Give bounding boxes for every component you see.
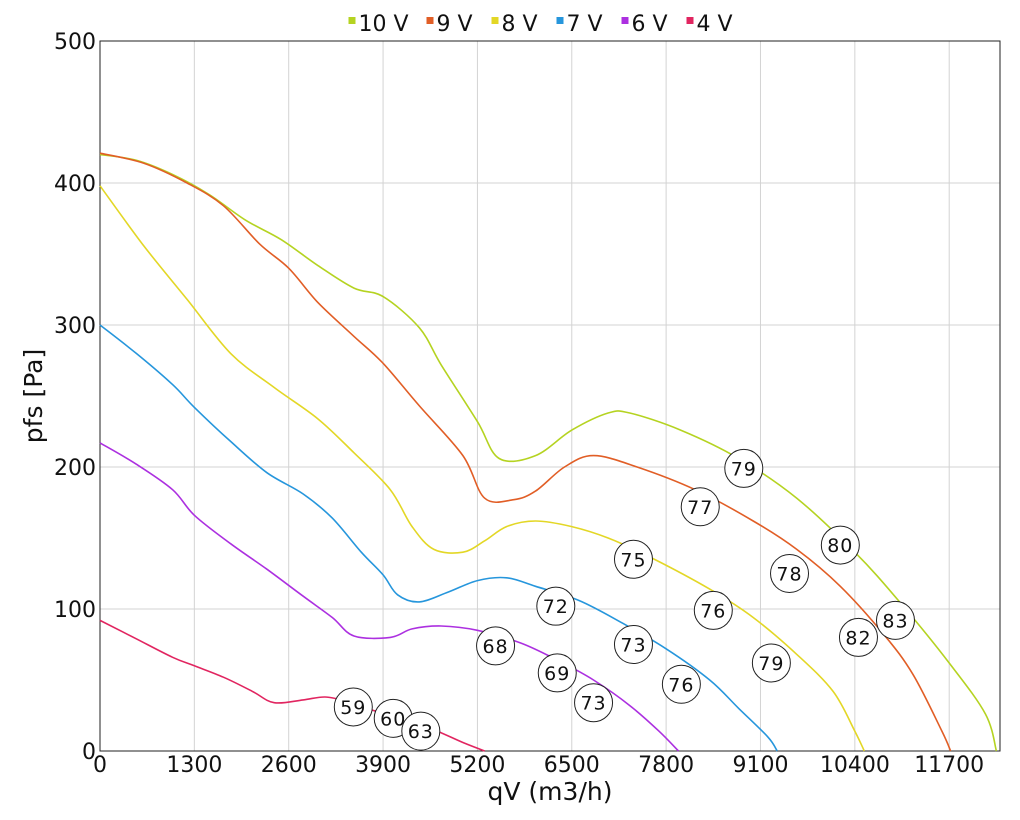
x-tick-label: 9100: [732, 753, 788, 778]
sound-level-marker: 79: [751, 643, 791, 683]
marker-circle: [751, 643, 791, 683]
marker-circle: [401, 711, 441, 751]
marker-label: 73: [620, 635, 646, 657]
marker-label: 60: [380, 708, 406, 730]
marker-label: 79: [758, 653, 784, 675]
x-tick-label: 7800: [638, 753, 694, 778]
sound-level-marker: 75: [613, 539, 653, 579]
y-tick-labels: 0 100 200 300 400 500: [54, 30, 96, 765]
legend-swatch: [621, 17, 629, 24]
legend-item: 9 V: [426, 12, 473, 37]
marker-label: 82: [845, 627, 871, 649]
sound-level-marker: 80: [820, 525, 860, 565]
x-tick-label: 11700: [914, 753, 984, 778]
marker-label: 80: [827, 535, 853, 557]
x-tick-label: 6500: [544, 753, 600, 778]
marker-label: 72: [543, 596, 569, 618]
marker-circle: [661, 664, 701, 704]
legend-label: 8 V: [502, 12, 538, 37]
marker-circle: [333, 687, 373, 727]
marker-label: 75: [620, 549, 646, 571]
y-tick-label: 100: [54, 598, 96, 623]
marker-circle: [875, 600, 915, 640]
marker-circle: [574, 683, 614, 723]
x-tick-label: 0: [93, 753, 107, 778]
legend-item: 7 V: [556, 12, 603, 37]
marker-label: 68: [482, 636, 508, 658]
legend-item: 8 V: [491, 12, 538, 37]
x-tick-label: 3900: [355, 753, 411, 778]
sound-level-marker: 72: [536, 586, 576, 626]
legend-swatch: [426, 17, 434, 24]
x-tick-label: 2600: [261, 753, 317, 778]
marker-circle: [613, 625, 653, 664]
y-tick-label: 400: [54, 172, 96, 197]
marker-label: 59: [340, 697, 366, 719]
x-axis-title: qV (m3/h): [488, 777, 613, 806]
series-line: [99, 152, 952, 752]
marker-circle: [680, 487, 720, 527]
legend-label: 4 V: [697, 12, 733, 37]
marker-label: 83: [882, 610, 908, 632]
marker-circle: [536, 586, 576, 626]
series-line: [99, 324, 778, 752]
sound-level-marker: 69: [537, 653, 577, 693]
marker-circle: [613, 539, 653, 579]
series-line: [99, 442, 680, 752]
marker-circle: [476, 626, 516, 666]
sound-level-marker: 73: [574, 683, 614, 723]
legend-swatch: [556, 17, 564, 24]
legend-swatch: [348, 17, 356, 24]
sound-level-marker: 59: [333, 687, 373, 727]
marker-label: 79: [731, 458, 757, 480]
sound-level-marker: 79: [724, 448, 764, 488]
sound-level-marker: 76: [693, 590, 733, 630]
marker-label: 76: [668, 674, 694, 696]
sound-level-marker: 76: [661, 664, 701, 704]
legend-label: 9 V: [437, 12, 473, 37]
marker-label: 63: [408, 721, 434, 743]
marker-label: 69: [544, 663, 570, 685]
marker-label: 76: [700, 600, 726, 622]
marker-circle: [770, 554, 810, 593]
marker-circle: [537, 653, 577, 693]
legend-swatch: [491, 17, 499, 24]
sound-level-marker: 63: [401, 711, 441, 751]
y-tick-label: 200: [54, 456, 96, 481]
legend-item: 6 V: [621, 12, 668, 37]
sound-level-marker: 68: [476, 626, 516, 666]
legend-swatch: [686, 17, 694, 24]
sound-level-marker: 78: [770, 554, 810, 593]
legend-label: 7 V: [567, 12, 603, 37]
marker-circle: [693, 590, 733, 630]
x-tick-label: 10400: [820, 753, 890, 778]
marker-label: 78: [776, 564, 802, 586]
sound-level-marker: 83: [875, 600, 915, 640]
legend-label: 10 V: [359, 12, 409, 37]
x-tick-label: 1300: [166, 753, 222, 778]
y-axis-title: pfs [Pa]: [19, 349, 48, 443]
marker-circle: [820, 525, 860, 565]
sound-level-marker: 77: [680, 487, 720, 527]
marker-label: 77: [687, 497, 713, 519]
x-tick-labels: 0 1300 2600 3900 5200 6500 7800 9100 10400 11700: [93, 753, 984, 778]
marker-circle: [724, 448, 764, 488]
plot-frame: [99, 40, 1001, 752]
legend: 10 V 9 V 8 V 7 V 6 V 4 V: [348, 12, 733, 37]
y-tick-label: 0: [82, 740, 96, 765]
y-tick-label: 300: [54, 314, 96, 339]
marker-circle: [838, 617, 878, 657]
legend-label: 6 V: [632, 12, 668, 37]
series-line: [99, 185, 866, 752]
legend-item: 4 V: [686, 12, 733, 37]
sound-level-marker: 73: [613, 625, 653, 664]
legend-item: 10 V: [348, 12, 409, 37]
x-tick-label: 5200: [449, 753, 505, 778]
y-tick-label: 500: [54, 30, 96, 55]
marker-label: 73: [580, 693, 606, 715]
sound-level-marker: 82: [838, 617, 878, 657]
